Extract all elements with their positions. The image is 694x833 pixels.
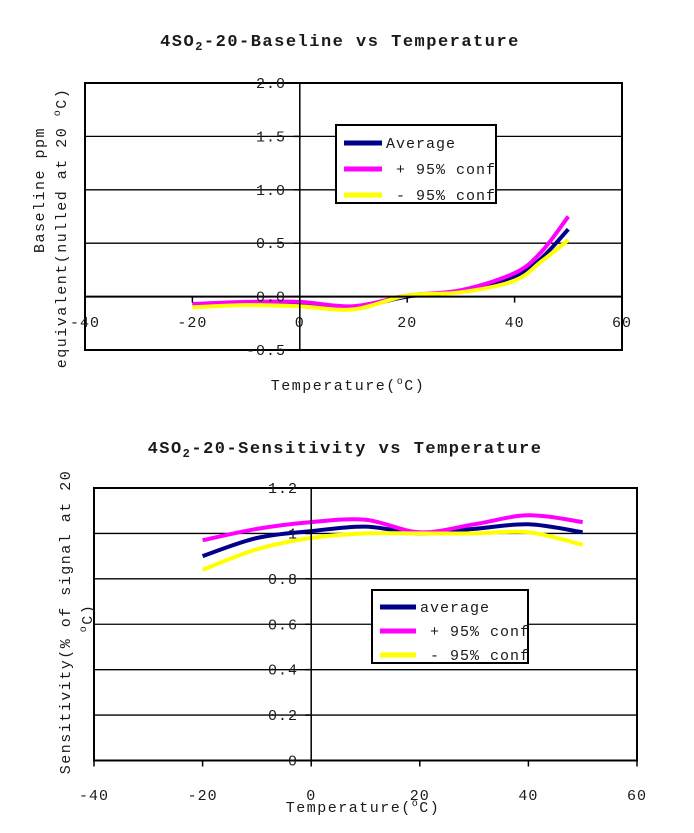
svg-text:-40: -40 [79, 788, 109, 805]
chart1-legend-label-minus95: - 95% conf [396, 188, 496, 205]
chart1-legend: Average + 95% conf - 95% conf [335, 124, 497, 205]
svg-text:1.0: 1.0 [256, 183, 286, 200]
chart2-yaxis-title-line1: Sensitivity(% of signal at 20 [58, 470, 75, 775]
svg-text:2.0: 2.0 [256, 76, 286, 93]
chart1-legend-label-plus95: + 95% conf [396, 162, 496, 179]
chart2-yaxis-title-line2: oC) [79, 604, 97, 633]
chart2-title: 4SO2-20-Sensitivity vs Temperature [148, 440, 543, 461]
chart1-plot-border [84, 82, 623, 351]
chart2-plot-border [93, 487, 638, 762]
chart2-legend-box [371, 589, 529, 664]
svg-text:-0.5: -0.5 [246, 343, 286, 360]
chart2-legend-label-plus95: + 95% conf [430, 624, 530, 641]
svg-text:0.2: 0.2 [268, 708, 298, 725]
chart2-xaxis-title: Temperature(oC) [286, 799, 441, 817]
chart1-yaxis-title-line2: equivalent(nulled at 20 oC) [53, 88, 71, 369]
svg-text:1.2: 1.2 [268, 481, 298, 498]
svg-text:-40: -40 [70, 315, 100, 332]
svg-text:1.5: 1.5 [256, 129, 286, 146]
svg-text:40: 40 [518, 788, 538, 805]
svg-text:0.0: 0.0 [256, 290, 286, 307]
svg-text:40: 40 [505, 315, 525, 332]
svg-text:0.6: 0.6 [268, 617, 298, 634]
svg-text:20: 20 [410, 788, 430, 805]
chart1-yaxis-title-line1: Baseline ppm [32, 127, 49, 253]
svg-text:0: 0 [306, 788, 316, 805]
chart1-legend-label-average: Average [386, 136, 456, 153]
chart1-legend-box [335, 124, 497, 204]
chart2-legend: average + 95% conf - 95% conf [371, 589, 530, 665]
svg-text:0: 0 [295, 315, 305, 332]
svg-text:0.5: 0.5 [256, 236, 286, 253]
chart1-title: 4SO2-20-Baseline vs Temperature [160, 33, 520, 54]
chart1-xaxis-title: Temperature(oC) [271, 377, 426, 395]
chart1-axes [84, 82, 623, 351]
svg-text:20: 20 [397, 315, 417, 332]
svg-text:1: 1 [288, 526, 298, 543]
chart-baseline: 2.0 1.5 1.0 0.5 0.0 -0.5 -40 -20 0 20 40 60 4SO2-20… [32, 33, 632, 395]
chart2-axes [93, 487, 638, 767]
chart2-legend-label-minus95: - 95% conf [430, 648, 530, 665]
svg-text:0.4: 0.4 [268, 663, 298, 680]
svg-text:60: 60 [627, 788, 647, 805]
chart-sensitivity: 1.2 1 0.8 0.6 0.4 0.2 0 -40 -20 0 20 40 60 4SO2-20-S… [58, 440, 647, 817]
chart2-tick-labels: 1.2 1 0.8 0.6 0.4 0.2 0 -40 -20 0 20 40 60 [79, 481, 647, 805]
chart2-series [201, 513, 584, 572]
svg-text:-20: -20 [188, 788, 218, 805]
svg-text:0.8: 0.8 [268, 572, 298, 589]
svg-text:0: 0 [288, 754, 298, 771]
chart1-tick-labels: 2.0 1.5 1.0 0.5 0.0 -0.5 -40 -20 0 20 40 60 [70, 76, 632, 360]
svg-text:60: 60 [612, 315, 632, 332]
chart2-legend-label-average: average [420, 600, 490, 617]
svg-text:-20: -20 [177, 315, 207, 332]
